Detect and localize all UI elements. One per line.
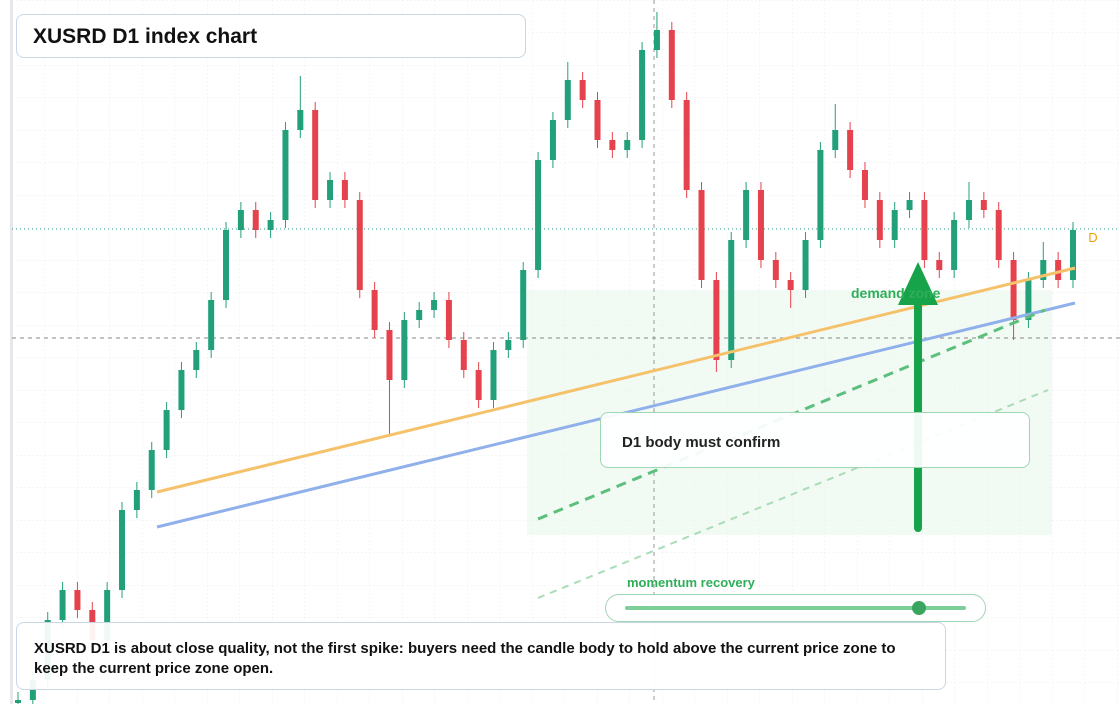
arrow-head [898,262,938,305]
price-label: D [1088,230,1097,245]
candle-body [639,50,646,140]
candle-body [1025,280,1032,320]
candle-body [921,200,928,260]
candle-body [965,200,972,220]
candle-body [297,110,304,130]
candle-body [1040,260,1047,280]
candle-body [609,140,616,150]
candle-body [535,160,542,270]
callout: D1 body must confirm [600,412,1030,468]
candle-body [312,110,319,200]
slider-track [625,601,966,615]
candle-body [624,140,631,150]
candle-body [252,210,259,230]
candle-body [980,200,987,210]
candle-body [431,300,438,310]
candle-body [193,350,200,370]
candle-body [341,180,348,200]
candle-body [757,190,764,260]
candle-body [148,450,155,490]
candle-body [505,340,512,350]
candle-body [133,490,140,510]
candle-body [817,150,824,240]
candle-body [356,200,363,290]
candle-body [104,590,111,640]
candle-body [371,290,378,330]
candle-body [683,100,690,190]
candle-body [891,210,898,240]
slider-label: momentum recovery [627,575,756,590]
candle-body [163,410,170,450]
candle-body [475,370,482,400]
candle-body [876,200,883,240]
slider-knob [912,601,926,615]
candle-body [223,230,230,300]
candle-body [772,260,779,280]
candle-body [460,340,467,370]
candle-body [29,680,36,700]
zone-label: demand zone [851,285,941,301]
candle-body [995,210,1002,260]
candle-body [653,30,660,50]
candle-body [951,220,958,270]
candle-body [267,220,274,230]
candle-body [520,270,527,340]
candle-body [743,190,750,240]
candle-body [787,280,794,290]
candle-body [936,260,943,270]
candle-body [594,100,601,140]
candle-body [445,300,452,340]
candle-body [401,320,408,380]
chart-title: XUSRD D1 index chart [16,14,526,58]
candle-body [416,310,423,320]
candle-body [728,240,735,360]
candle-body [74,590,81,610]
candle-body [208,300,215,350]
candle-body [119,510,126,590]
candle-body [861,170,868,200]
candle-body [549,120,556,160]
candle-body [178,370,185,410]
candle-body [237,210,244,230]
candle-body [579,80,586,100]
candle-body [490,350,497,400]
candle-body [386,330,393,380]
candle-body [1010,260,1017,320]
candle-body [282,130,289,220]
candle-body [1070,230,1076,280]
candle-body [906,200,913,210]
candle-body [668,30,675,100]
candle-body [327,180,334,200]
candle-body [564,80,571,120]
candle-body [832,130,839,150]
left-edge [10,0,13,704]
candle-body [847,130,854,170]
candle-body [802,240,809,290]
candle-body [1055,260,1062,280]
candles [15,12,1076,704]
candle-body [15,700,21,703]
candle-body [698,190,705,280]
candle-body [713,280,720,360]
candle-body [59,590,66,620]
slider [605,594,986,622]
note: XUSRD D1 is about close quality, not the… [16,622,946,690]
